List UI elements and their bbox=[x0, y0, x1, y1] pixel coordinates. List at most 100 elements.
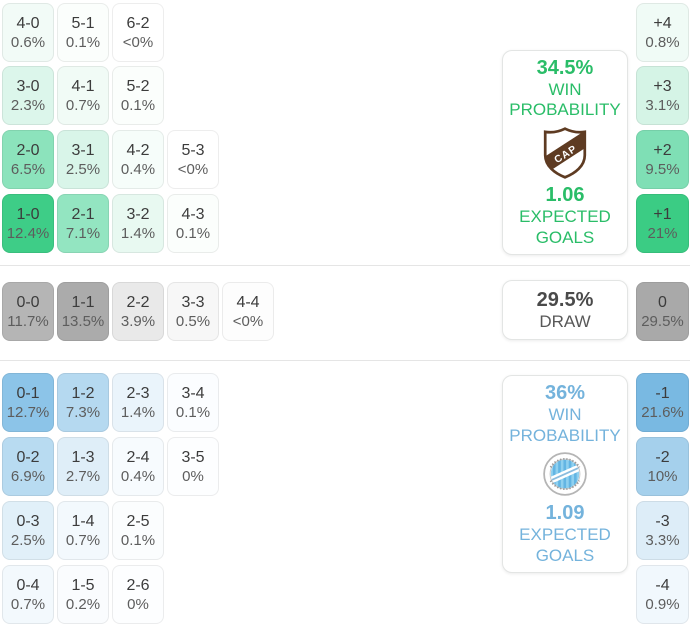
score-label: 1-2 bbox=[71, 384, 95, 402]
section-divider bbox=[0, 265, 690, 266]
score-cell: 4-2 0.4% bbox=[112, 130, 164, 189]
margin-probability: 9.5% bbox=[645, 160, 680, 178]
score-label: 1-4 bbox=[71, 512, 95, 530]
score-cell: 3-0 2.3% bbox=[2, 66, 54, 125]
score-cell: 1-4 0.7% bbox=[57, 501, 109, 560]
goal-margin-cell: -1 21.6% bbox=[636, 373, 689, 432]
margin-probability: 0.8% bbox=[645, 33, 680, 51]
score-cell: 6-2 <0% bbox=[112, 3, 164, 62]
goal-margin-cell: +1 21% bbox=[636, 194, 689, 253]
margin-label: 0 bbox=[658, 293, 667, 311]
score-probability: <0% bbox=[232, 312, 264, 330]
goal-margin-cell: -3 3.3% bbox=[636, 501, 689, 560]
score-cell: 0-1 12.7% bbox=[2, 373, 54, 432]
score-label: 3-2 bbox=[126, 205, 150, 223]
margin-label: -1 bbox=[655, 384, 670, 402]
score-cell: 2-5 0.1% bbox=[112, 501, 164, 560]
win-probability-label: PROBABILITY bbox=[509, 100, 621, 120]
score-cell: 3-2 1.4% bbox=[112, 194, 164, 253]
margin-probability: 3.3% bbox=[645, 531, 680, 549]
goal-margin-cell: -4 0.9% bbox=[636, 565, 689, 624]
score-probability: 0.1% bbox=[65, 33, 101, 51]
margin-label: +3 bbox=[653, 77, 672, 95]
score-probability: 6.5% bbox=[10, 160, 46, 178]
goal-margin-cell: -2 10% bbox=[636, 437, 689, 496]
margin-probability: 10% bbox=[647, 467, 678, 485]
margin-label: -4 bbox=[655, 576, 670, 594]
score-cell: 0-0 11.7% bbox=[2, 282, 54, 341]
score-cell: 2-4 0.4% bbox=[112, 437, 164, 496]
score-probability: 12.7% bbox=[6, 403, 50, 421]
score-cell: 5-3 <0% bbox=[167, 130, 219, 189]
margin-label: +1 bbox=[653, 205, 672, 223]
score-label: 0-1 bbox=[16, 384, 40, 402]
score-label: 1-1 bbox=[71, 293, 95, 311]
home-win-probability-value: 34.5% bbox=[536, 56, 594, 79]
score-label: 6-2 bbox=[126, 14, 150, 32]
score-cell: 1-5 0.2% bbox=[57, 565, 109, 624]
score-probability: 12.4% bbox=[6, 224, 50, 242]
score-cell: 0-3 2.5% bbox=[2, 501, 54, 560]
score-cell: 4-3 0.1% bbox=[167, 194, 219, 253]
score-probability: 3.9% bbox=[120, 312, 156, 330]
score-label: 3-0 bbox=[16, 77, 40, 95]
goal-margin-cell: +4 0.8% bbox=[636, 3, 689, 62]
score-cell: 3-5 0% bbox=[167, 437, 219, 496]
away-score-row: 0-2 6.9% 1-3 2.7% 2-4 0.4% 3-5 0% bbox=[2, 437, 219, 496]
score-cell: 0-4 0.7% bbox=[2, 565, 54, 624]
score-label: 1-0 bbox=[16, 205, 40, 223]
score-label: 4-4 bbox=[236, 293, 260, 311]
score-probability: 0.4% bbox=[120, 467, 156, 485]
score-label: 4-2 bbox=[126, 141, 150, 159]
score-cell: 3-4 0.1% bbox=[167, 373, 219, 432]
away-score-row: 0-3 2.5% 1-4 0.7% 2-5 0.1% bbox=[2, 501, 164, 560]
goal-margin-cell: +2 9.5% bbox=[636, 130, 689, 189]
draw-score-row: 0-0 11.7% 1-1 13.5% 2-2 3.9% 3-3 0.5% 4-… bbox=[2, 282, 274, 341]
score-cell: 1-2 7.3% bbox=[57, 373, 109, 432]
score-probability: 0.1% bbox=[120, 96, 156, 114]
margin-probability: 21.6% bbox=[641, 403, 684, 421]
score-cell: 1-0 12.4% bbox=[2, 194, 54, 253]
away-win-probability-value: 36% bbox=[544, 382, 585, 405]
score-label: 2-5 bbox=[126, 512, 150, 530]
score-label: 2-4 bbox=[126, 448, 150, 466]
score-probability: 0.4% bbox=[120, 160, 156, 178]
margin-label: -2 bbox=[655, 448, 670, 466]
score-probability: <0% bbox=[177, 160, 209, 178]
score-cell: 4-1 0.7% bbox=[57, 66, 109, 125]
score-cell: 5-2 0.1% bbox=[112, 66, 164, 125]
score-probability: 2.5% bbox=[10, 531, 46, 549]
home-expected-goals-value: 1.06 bbox=[545, 184, 585, 207]
away-expected-goals-value: 1.09 bbox=[545, 502, 585, 525]
score-probability: 11.7% bbox=[7, 312, 49, 330]
score-label: 2-0 bbox=[16, 141, 40, 159]
score-cell: 4-0 0.6% bbox=[2, 3, 54, 62]
margin-probability: 3.1% bbox=[645, 96, 680, 114]
expected-goals-label: EXPECTED bbox=[519, 207, 611, 227]
score-label: 3-1 bbox=[71, 141, 95, 159]
score-label: 5-3 bbox=[181, 141, 205, 159]
score-cell: 2-1 7.1% bbox=[57, 194, 109, 253]
score-cell: 5-1 0.1% bbox=[57, 3, 109, 62]
goal-margin-cell: 0 29.5% bbox=[636, 282, 689, 341]
score-label: 3-5 bbox=[181, 448, 205, 466]
score-probability: 13.5% bbox=[61, 312, 105, 330]
margin-label: -3 bbox=[655, 512, 670, 530]
score-probability: 6.9% bbox=[10, 467, 46, 485]
win-probability-label: WIN bbox=[548, 405, 582, 425]
score-probability: 0% bbox=[182, 467, 204, 485]
score-probability: 0.2% bbox=[65, 595, 101, 613]
score-label: 3-4 bbox=[181, 384, 205, 402]
score-label: 0-3 bbox=[16, 512, 40, 530]
score-label: 1-3 bbox=[71, 448, 95, 466]
score-probability: 7.3% bbox=[65, 403, 101, 421]
margin-probability: 21% bbox=[647, 224, 678, 242]
score-label: 4-1 bbox=[71, 77, 95, 95]
draw-label: DRAW bbox=[539, 311, 591, 331]
score-cell: 3-1 2.5% bbox=[57, 130, 109, 189]
goal-margin-cell: +3 3.1% bbox=[636, 66, 689, 125]
score-cell: 2-0 6.5% bbox=[2, 130, 54, 189]
score-probability: 2.5% bbox=[65, 160, 101, 178]
score-probability: 1.4% bbox=[120, 224, 156, 242]
score-label: 0-2 bbox=[16, 448, 40, 466]
